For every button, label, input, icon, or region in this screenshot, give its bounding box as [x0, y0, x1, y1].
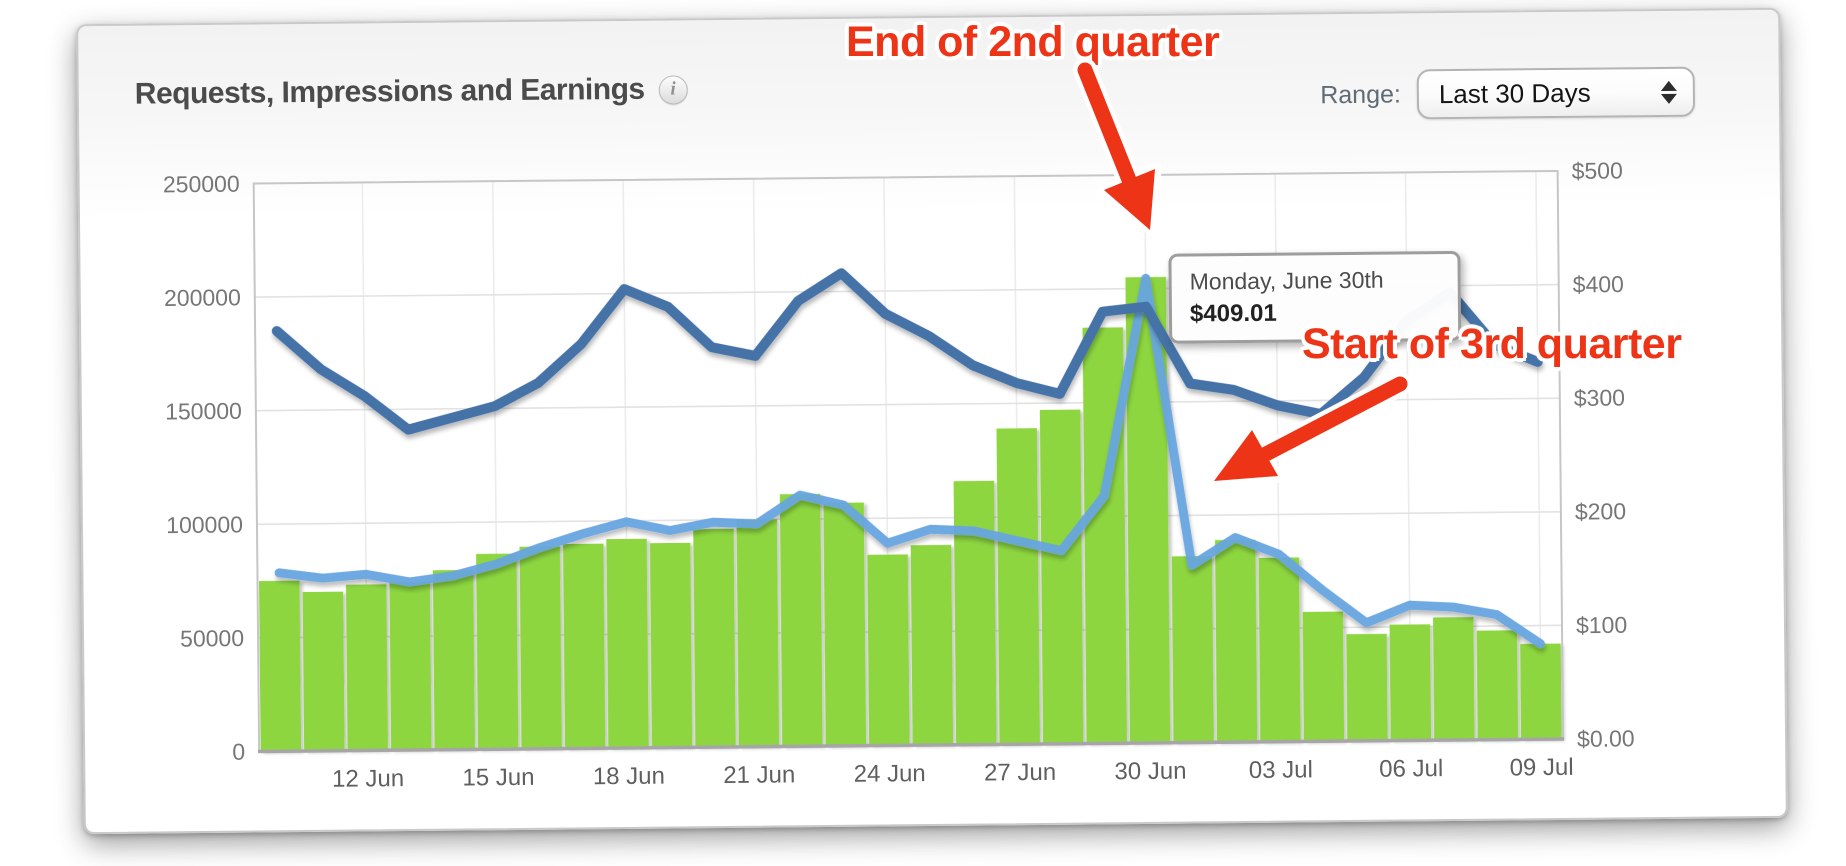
svg-text:$400: $400 [1573, 271, 1624, 297]
svg-text:$300: $300 [1574, 385, 1625, 411]
earnings-line [274, 273, 1545, 649]
svg-text:100000: 100000 [166, 511, 243, 538]
svg-text:09 Jul: 09 Jul [1510, 754, 1574, 782]
range-control: Range: Last 30 Days [1320, 66, 1696, 121]
annotation-start-of-q3: Start of 3rd quarter [1302, 320, 1682, 368]
svg-text:0: 0 [232, 739, 245, 765]
svg-text:15 Jun: 15 Jun [462, 764, 534, 792]
range-selected-value: Last 30 Days [1438, 77, 1591, 109]
page-title: Requests, Impressions and Earnings [134, 72, 645, 111]
svg-text:30 Jun: 30 Jun [1114, 758, 1186, 786]
svg-text:$0.00: $0.00 [1577, 725, 1635, 752]
svg-text:$500: $500 [1572, 157, 1623, 183]
chart-area: 0 50000 100000 150000 200000 250000 $0.00 $100 $… [89, 130, 1781, 816]
range-select-dropdown[interactable]: Last 30 Days [1416, 66, 1696, 120]
svg-text:03 Jul: 03 Jul [1249, 756, 1313, 784]
select-stepper-icon [1660, 80, 1677, 104]
svg-text:21 Jun: 21 Jun [723, 761, 795, 789]
chart-canvas[interactable]: 0 50000 100000 150000 200000 250000 $0.00 $100 $… [89, 130, 1781, 816]
annotation-end-of-q2: End of 2nd quarter [846, 18, 1220, 66]
info-icon[interactable]: i [658, 74, 688, 105]
svg-text:24 Jun: 24 Jun [854, 760, 926, 788]
svg-text:$200: $200 [1575, 498, 1626, 524]
svg-text:27 Jun: 27 Jun [984, 759, 1056, 787]
svg-text:$100: $100 [1576, 612, 1627, 638]
range-label: Range: [1320, 79, 1402, 109]
svg-text:18 Jun: 18 Jun [593, 763, 665, 791]
svg-text:06 Jul: 06 Jul [1379, 755, 1443, 783]
svg-text:12 Jun: 12 Jun [332, 765, 404, 793]
svg-text:250000: 250000 [163, 171, 240, 198]
svg-text:150000: 150000 [165, 398, 242, 425]
impressions-bars [259, 276, 1562, 752]
dashboard-card: Requests, Impressions and Earnings i Ran… [76, 7, 1788, 835]
svg-text:50000: 50000 [180, 625, 244, 652]
tooltip-date: Monday, June 30th [1189, 266, 1384, 295]
svg-text:200000: 200000 [164, 284, 241, 311]
